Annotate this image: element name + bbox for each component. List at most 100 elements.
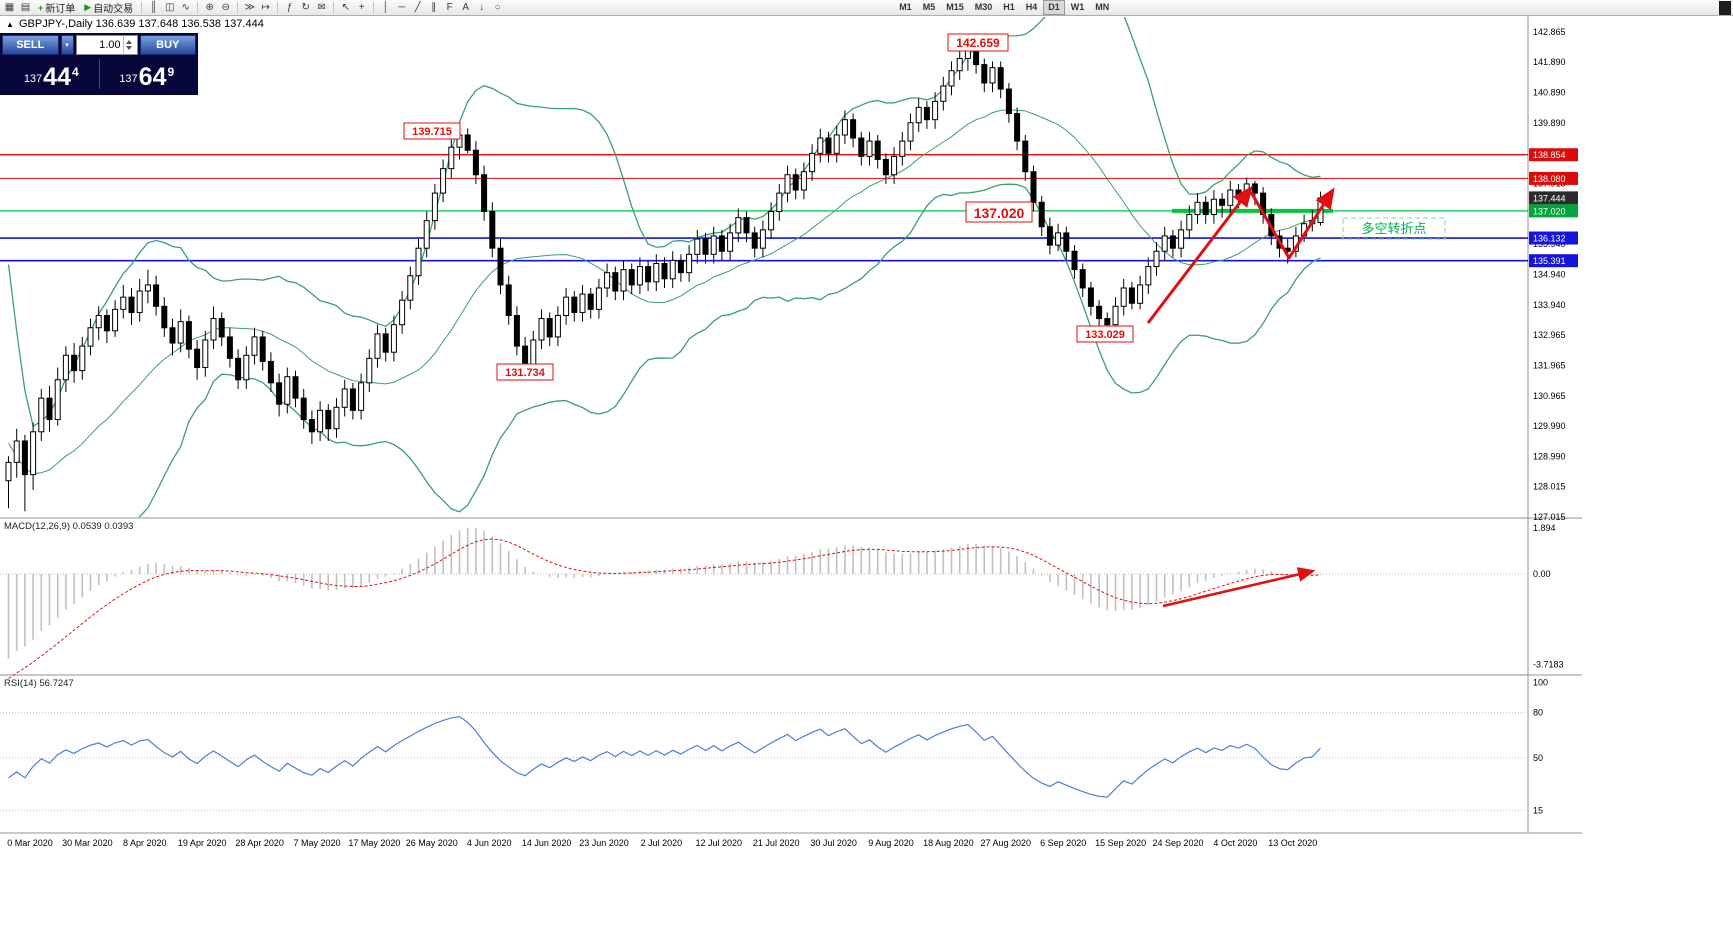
crosshair-icon[interactable]: +: [358, 1, 365, 13]
price-tick: 139.890: [1533, 118, 1566, 128]
play-icon: ▶: [84, 2, 92, 12]
volume-up-icon[interactable]: [125, 40, 132, 44]
macd-histogram: [7, 527, 1322, 659]
price-badge: [1529, 231, 1578, 245]
horizontal-line-icon[interactable]: ─: [398, 1, 406, 13]
price-badge-label: 135.391: [1533, 256, 1566, 266]
timeframe-toolbar: M1 M5 M15 M30 H1 H4 D1 W1 MN: [894, 0, 1114, 15]
bid-price[interactable]: 137 44 4: [6, 65, 97, 90]
toolbar-separator: [373, 1, 375, 14]
date-tick: 18 Aug 2020: [923, 838, 974, 848]
new-order-button[interactable]: + 新订单: [34, 1, 79, 16]
date-tick: 4 Oct 2020: [1213, 838, 1257, 848]
date-tick: 28 Apr 2020: [235, 838, 284, 848]
date-tick: 21 Jul 2020: [753, 838, 800, 848]
date-tick: 7 May 2020: [293, 838, 340, 848]
price-badge: [1529, 254, 1578, 268]
period-icon[interactable]: ↻: [301, 1, 310, 13]
date-tick: 8 Apr 2020: [123, 838, 167, 848]
template-icon[interactable]: ✉: [317, 1, 326, 13]
rsi-scale-tick: 50: [1533, 753, 1543, 763]
price-callout-label: 137.020: [974, 205, 1025, 221]
price-callout-label: 131.734: [505, 367, 546, 379]
volume-stepper: [75, 35, 138, 55]
date-tick: 17 May 2020: [348, 838, 400, 848]
trend-arrow[interactable]: [1146, 185, 1253, 324]
toolbar-chart-icons: ║ ◫ ∿ ⊕ ⊖ ≫ ↦ ƒ ↻ ✉ ↖ + │ ─ ╱ ∥ F A ↓ ○: [146, 1, 505, 15]
bar-chart-icon[interactable]: ║: [150, 1, 158, 13]
timeframe-h1[interactable]: H1: [1003, 2, 1015, 12]
macd-trend-arrow[interactable]: [1162, 567, 1316, 608]
shapes-icon[interactable]: ○: [494, 1, 501, 13]
rsi-scale-tick: 15: [1533, 805, 1543, 815]
timeframe-m15[interactable]: M15: [946, 2, 964, 12]
price-badge-label: 136.132: [1533, 234, 1566, 244]
candlesticks: [5, 38, 1324, 512]
autotrading-button[interactable]: ▶ 自动交易: [80, 1, 137, 15]
toolbar-separator: [197, 1, 199, 14]
new-order-label: 新订单: [45, 4, 76, 15]
chart-ohlc-label: 136.639 137.648 136.538 137.444: [95, 18, 264, 30]
timeframe-w1[interactable]: W1: [1070, 2, 1085, 12]
macd-scale-tick: 1.894: [1533, 523, 1556, 533]
date-tick: 30 Mar 2020: [62, 838, 113, 848]
zoom-in-icon[interactable]: ⊕: [205, 1, 214, 13]
date-tick: 30 Jul 2020: [810, 838, 857, 848]
channel-icon[interactable]: ∥: [431, 1, 437, 13]
date-tick: 19 Apr 2020: [178, 838, 227, 848]
price-tick: 127.015: [1533, 512, 1566, 522]
price-tick: 141.890: [1533, 57, 1566, 67]
price-badge: [1529, 191, 1578, 205]
price-callout-box[interactable]: [965, 201, 1033, 223]
date-tick: 14 Jun 2020: [522, 838, 572, 848]
timeframe-h4[interactable]: H4: [1025, 2, 1038, 12]
fibonacci-icon[interactable]: F: [446, 1, 453, 13]
timeframe-m5[interactable]: M5: [922, 2, 936, 12]
price-badge: [1529, 171, 1578, 185]
trendline-icon[interactable]: ╱: [414, 1, 421, 13]
indicators-icon[interactable]: ƒ: [286, 1, 293, 13]
volume-down-icon[interactable]: [125, 46, 132, 50]
date-tick: 12 Jul 2020: [696, 838, 743, 848]
toolbar-left-icons: ▦ ▤: [2, 1, 33, 15]
note-box[interactable]: [1342, 217, 1446, 240]
toolbar-separator: [333, 1, 335, 14]
price-tick: 140.890: [1533, 87, 1566, 97]
candlestick-chart-icon[interactable]: ◫: [164, 1, 175, 13]
arrow-tool-icon[interactable]: ↓: [479, 1, 485, 13]
timeframe-d1[interactable]: D1: [1043, 0, 1065, 15]
price-callout-box[interactable]: [1076, 325, 1134, 343]
volume-input[interactable]: [76, 36, 123, 54]
date-tick: 6 Sep 2020: [1040, 838, 1086, 848]
ask-price[interactable]: 137 64 9: [102, 65, 193, 90]
timeframe-mn[interactable]: MN: [1095, 2, 1110, 12]
price-tick: 134.940: [1533, 270, 1566, 280]
line-chart-icon[interactable]: ∿: [181, 1, 190, 13]
sell-dropdown[interactable]: ▾: [60, 35, 74, 55]
text-icon[interactable]: A: [462, 1, 470, 13]
toolbar-separator: [237, 1, 239, 14]
cursor-icon[interactable]: ↖: [341, 1, 350, 13]
autotrading-label: 自动交易: [93, 4, 134, 15]
charts-grid-icon[interactable]: ▦: [4, 1, 15, 13]
buy-button[interactable]: BUY: [139, 35, 196, 55]
auto-scroll-icon[interactable]: ≫: [244, 1, 255, 13]
price-callout-box[interactable]: [496, 363, 554, 381]
trend-arrow[interactable]: [1249, 187, 1335, 260]
zoom-out-icon[interactable]: ⊖: [221, 1, 230, 13]
macd-signal-line: [8, 538, 1321, 679]
zoom-window-icon[interactable]: ▤: [20, 1, 31, 13]
timeframe-m30[interactable]: M30: [974, 2, 993, 12]
price-tick: 131.965: [1533, 361, 1566, 371]
date-tick: 27 Aug 2020: [981, 838, 1032, 848]
sell-button[interactable]: SELL: [2, 35, 59, 55]
price-callout-box[interactable]: [947, 33, 1009, 52]
vertical-line-icon[interactable]: │: [382, 1, 389, 13]
chart-shift-icon[interactable]: ↦: [261, 1, 270, 13]
macd-scale-tick: -3.7183: [1533, 659, 1564, 669]
price-tick: 128.015: [1533, 481, 1566, 491]
timeframe-m1[interactable]: M1: [899, 2, 912, 12]
ask-pip-digit: 9: [167, 65, 175, 79]
price-callout-box[interactable]: [403, 122, 461, 140]
